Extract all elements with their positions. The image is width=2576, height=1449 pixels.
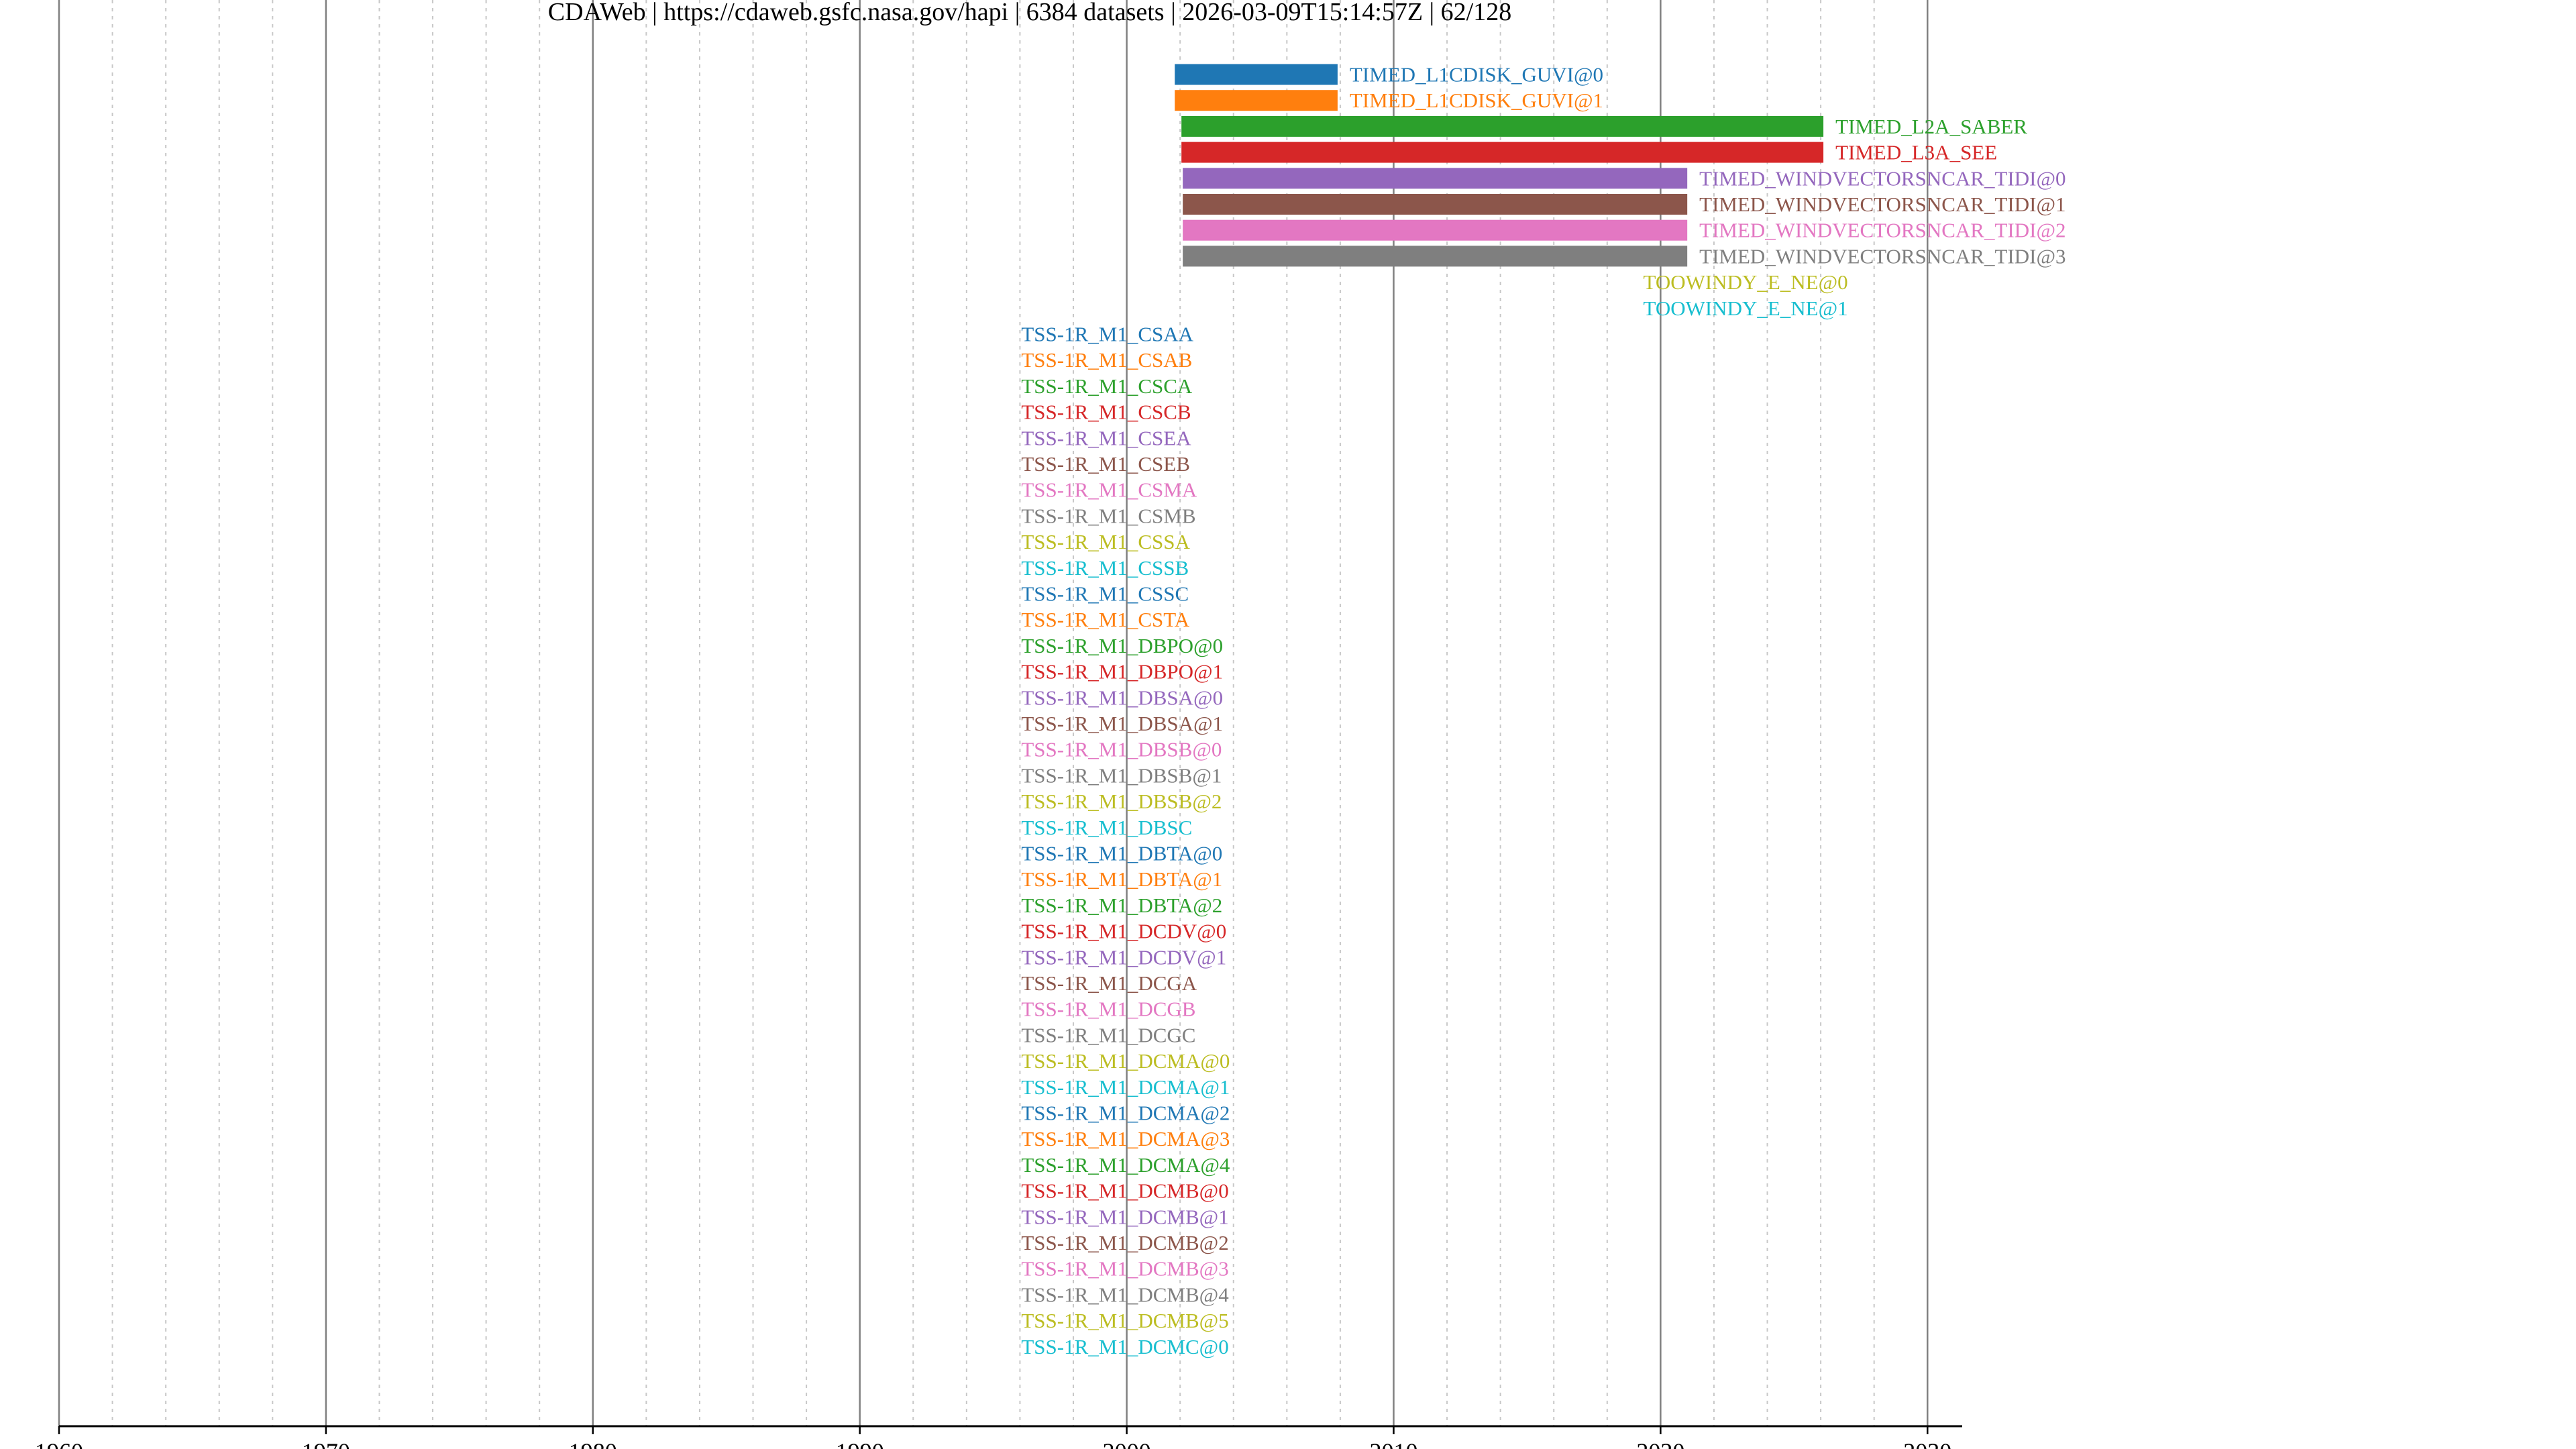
dataset-label-45: TSS-1R_M1_DCMB@2 [1021,1231,1228,1254]
x-axis: 1960 1970 1980 1990 2000 2010 2020 2030 [35,1425,1962,1449]
dataset-label-36: TSS-1R_M1_DCGB [1021,998,1195,1021]
dataset-label-31: TSS-1R_M1_DBTA@1 [1021,867,1222,891]
dataset-label-21: TSS-1R_M1_CSTA [1021,608,1189,631]
dataset-label-26: TSS-1R_M1_DBSB@0 [1021,738,1222,761]
dataset-label-17: TSS-1R_M1_CSMB [1021,504,1195,527]
dataset-bar-5 [1183,194,1688,215]
x-tick-label-6: 2020 [1636,1438,1684,1449]
dataset-label-2: TIMED_L2A_SABER [1835,115,2027,138]
dataset-bar-0 [1175,64,1338,85]
dataset-label-11: TSS-1R_M1_CSAB [1021,348,1192,372]
dataset-label-44: TSS-1R_M1_DCMB@1 [1021,1205,1228,1228]
dataset-label-27: TSS-1R_M1_DBSB@1 [1021,763,1222,787]
dataset-label-8: TOOWINDY_E_NE@0 [1643,270,1847,294]
dataset-label-1: TIMED_L1CDISK_GUVI@1 [1350,89,1603,112]
dataset-label-47: TSS-1R_M1_DCMB@4 [1021,1283,1229,1306]
dataset-label-48: TSS-1R_M1_DCMB@5 [1021,1309,1228,1332]
dataset-label-6: TIMED_WINDVECTORSNCAR_TIDI@2 [1699,219,2065,242]
dataset-label-24: TSS-1R_M1_DBSA@0 [1021,686,1223,709]
dataset-labels: TIMED_L1CDISK_GUVI@0TIMED_L1CDISK_GUVI@1… [1021,63,2065,1358]
dataset-label-20: TSS-1R_M1_CSSC [1021,582,1189,606]
dataset-label-3: TIMED_L3A_SEE [1835,141,1997,164]
dataset-label-12: TSS-1R_M1_CSCA [1021,374,1193,398]
dataset-label-25: TSS-1R_M1_DBSA@1 [1021,712,1223,735]
dataset-label-42: TSS-1R_M1_DCMA@4 [1021,1153,1230,1177]
dataset-label-22: TSS-1R_M1_DBPO@0 [1021,634,1223,657]
dataset-label-15: TSS-1R_M1_CSEB [1021,452,1190,476]
dataset-label-34: TSS-1R_M1_DCDV@1 [1021,945,1226,969]
dataset-label-30: TSS-1R_M1_DBTA@0 [1021,842,1222,865]
dataset-label-33: TSS-1R_M1_DCDV@0 [1021,920,1226,943]
dataset-label-19: TSS-1R_M1_CSSB [1021,556,1189,580]
dataset-label-38: TSS-1R_M1_DCMA@0 [1021,1049,1230,1073]
dataset-bar-1 [1175,90,1338,111]
dataset-label-5: TIMED_WINDVECTORSNCAR_TIDI@1 [1699,193,2065,216]
dataset-label-37: TSS-1R_M1_DCGC [1021,1023,1195,1046]
dataset-label-43: TSS-1R_M1_DCMB@0 [1021,1179,1228,1203]
dataset-label-28: TSS-1R_M1_DBSB@2 [1021,790,1222,813]
dataset-bar-2 [1181,115,1824,137]
dataset-label-29: TSS-1R_M1_DBSC [1021,816,1192,839]
dataset-label-13: TSS-1R_M1_CSCB [1021,400,1191,424]
dataset-label-32: TSS-1R_M1_DBTA@2 [1021,894,1222,917]
x-tick-label-2: 1980 [569,1438,617,1449]
dataset-label-4: TIMED_WINDVECTORSNCAR_TIDI@0 [1699,166,2065,190]
x-tick-label-7: 2030 [1903,1438,1951,1449]
dataset-bars [1175,64,1824,267]
dataset-label-23: TSS-1R_M1_DBPO@1 [1021,660,1223,684]
dataset-label-10: TSS-1R_M1_CSAA [1021,323,1193,346]
x-tick-label-0: 1960 [35,1438,83,1449]
dataset-label-40: TSS-1R_M1_DCMA@2 [1021,1102,1230,1125]
x-tick-label-4: 2000 [1103,1438,1151,1449]
x-tick-label-1: 1970 [302,1438,350,1449]
dataset-label-41: TSS-1R_M1_DCMA@3 [1021,1127,1230,1150]
dataset-bar-7 [1183,246,1688,267]
dataset-bar-6 [1183,219,1688,241]
dataset-label-16: TSS-1R_M1_CSMA [1021,478,1197,502]
dataset-label-35: TSS-1R_M1_DCGA [1021,971,1197,995]
x-tick-label-5: 2010 [1369,1438,1417,1449]
dataset-label-18: TSS-1R_M1_CSSA [1021,530,1190,553]
dataset-label-14: TSS-1R_M1_CSEA [1021,426,1191,449]
dataset-label-39: TSS-1R_M1_DCMA@1 [1021,1075,1230,1099]
x-tick-label-3: 1990 [836,1438,884,1449]
dataset-label-7: TIMED_WINDVECTORSNCAR_TIDI@3 [1699,244,2065,268]
dataset-label-0: TIMED_L1CDISK_GUVI@0 [1350,63,1603,87]
dataset-bar-4 [1183,168,1688,189]
dataset-label-49: TSS-1R_M1_DCMC@0 [1021,1335,1228,1358]
dataset-label-9: TOOWINDY_E_NE@1 [1643,297,1847,320]
dataset-bar-3 [1181,142,1824,163]
dataset-label-46: TSS-1R_M1_DCMB@3 [1021,1257,1228,1281]
chart-title: CDAWeb | https://cdaweb.gsfc.nasa.gov/ha… [548,0,1511,26]
